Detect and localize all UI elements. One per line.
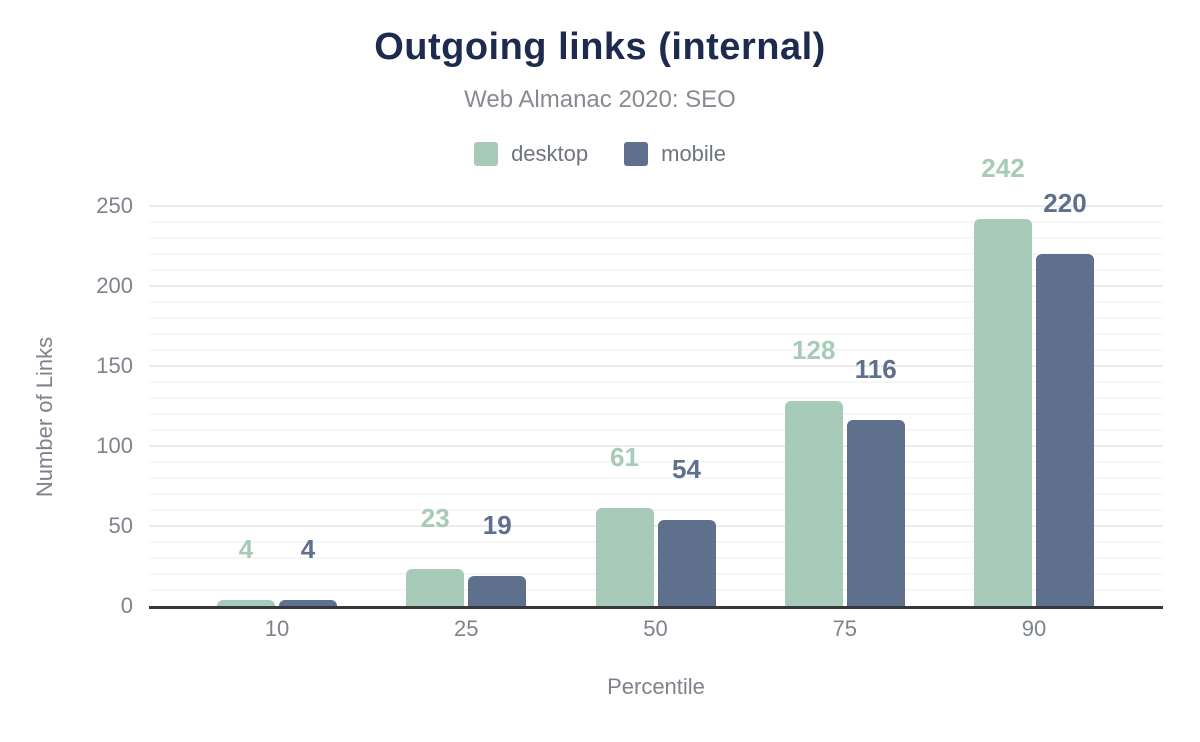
gridline-210	[149, 269, 1163, 271]
x-tick-25: 25	[454, 616, 479, 641]
gridline-220	[149, 253, 1163, 255]
value-label-mobile-p25: 19	[482, 509, 512, 540]
value-label-mobile-p75: 116	[854, 354, 897, 385]
value-label-mobile-p10: 4	[300, 533, 316, 564]
y-axis-title: Number of Links	[32, 336, 57, 498]
gridline-120	[149, 413, 1163, 415]
y-tick-100: 100	[96, 433, 133, 458]
y-tick-150: 150	[96, 353, 133, 378]
gridline-30	[149, 557, 1163, 559]
legend-label-mobile: mobile	[661, 141, 726, 166]
x-tick-75: 75	[832, 616, 857, 641]
bar-mobile-p25	[468, 575, 527, 606]
value-label-desktop-p90: 242	[981, 152, 1025, 183]
bar-desktop-p25	[406, 569, 465, 606]
gridline-130	[149, 397, 1163, 399]
value-label-desktop-p50: 61	[610, 442, 639, 473]
gridline-40	[149, 541, 1163, 543]
gridline-230	[149, 237, 1163, 239]
bar-mobile-p90	[1036, 254, 1094, 606]
value-label-mobile-p50: 54	[672, 453, 701, 484]
gridline-90	[149, 461, 1163, 463]
gridline-20	[149, 573, 1163, 575]
value-label-desktop-p10: 4	[238, 533, 254, 564]
legend-swatch-mobile	[624, 142, 649, 166]
value-label-desktop-p75: 128	[792, 335, 836, 366]
legend: desktop mobile	[0, 141, 1200, 167]
y-tick-200: 200	[96, 273, 133, 298]
gridline-160	[149, 349, 1163, 351]
legend-item-desktop: desktop	[474, 141, 588, 167]
bar-desktop-p75	[784, 401, 843, 606]
chart-subtitle: Web Almanac 2020: SEO	[464, 86, 736, 113]
value-label-desktop-p25: 23	[420, 503, 450, 534]
gridline-10	[149, 589, 1163, 591]
gridline-200	[149, 285, 1163, 287]
bar-mobile-p75	[846, 420, 905, 606]
bar-desktop-p10	[217, 599, 275, 606]
bar-desktop-p90	[974, 218, 1032, 606]
bar-mobile-p50	[657, 519, 716, 606]
x-tick-50: 50	[643, 616, 668, 641]
gridline-170	[149, 333, 1163, 335]
gridline-100	[149, 445, 1163, 447]
gridline-250	[149, 205, 1163, 207]
bar-mobile-p10	[279, 599, 337, 606]
x-tick-10: 10	[264, 616, 290, 641]
gridline-70	[149, 493, 1163, 495]
gridline-60	[149, 509, 1163, 511]
gridline-190	[149, 301, 1163, 303]
gridline-140	[149, 381, 1163, 383]
value-label-mobile-p90: 220	[1043, 188, 1087, 218]
gridline-180	[149, 317, 1163, 319]
x-axis-line	[149, 606, 1163, 609]
legend-label-desktop: desktop	[511, 141, 589, 166]
x-tick-90: 90	[1021, 616, 1047, 641]
gridline-150	[149, 365, 1163, 367]
x-axis-title: Percentile	[607, 674, 705, 699]
gridline-240	[149, 221, 1163, 223]
gridline-50	[149, 525, 1163, 527]
legend-item-mobile: mobile	[624, 141, 726, 167]
y-tick-250: 250	[96, 193, 133, 218]
chart-title: Outgoing links (internal)	[374, 26, 826, 68]
bar-desktop-p50	[595, 508, 654, 606]
gridline-80	[149, 477, 1163, 479]
y-tick-0: 0	[120, 593, 133, 618]
legend-swatch-desktop	[474, 142, 499, 166]
gridline-110	[149, 429, 1163, 431]
y-tick-50: 50	[108, 513, 133, 538]
